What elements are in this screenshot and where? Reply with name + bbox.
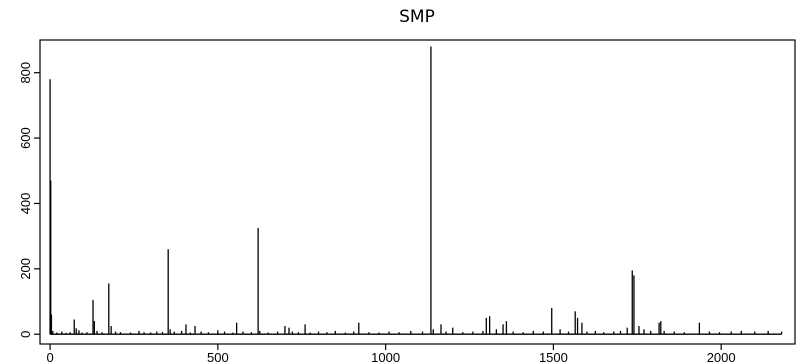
chart-title: SMP bbox=[399, 7, 435, 27]
y-tick-label: 200 bbox=[18, 258, 33, 280]
x-tick-label: 1500 bbox=[539, 350, 568, 364]
y-axis: 0 200 400 600 800 bbox=[18, 62, 40, 338]
x-tick-label: 1000 bbox=[371, 350, 400, 364]
y-tick-label: 800 bbox=[18, 62, 33, 84]
plot-frame bbox=[39, 39, 796, 345]
y-tick-label: 400 bbox=[18, 193, 33, 215]
x-tick-label: 0 bbox=[46, 350, 53, 364]
x-tick-label: 2000 bbox=[707, 350, 736, 364]
y-tick-label: 600 bbox=[18, 127, 33, 149]
data-series bbox=[49, 46, 783, 335]
x-tick-label: 500 bbox=[207, 350, 229, 364]
y-tick-label: 0 bbox=[18, 331, 33, 338]
x-axis: 0 500 1000 1500 2000 bbox=[46, 344, 736, 364]
